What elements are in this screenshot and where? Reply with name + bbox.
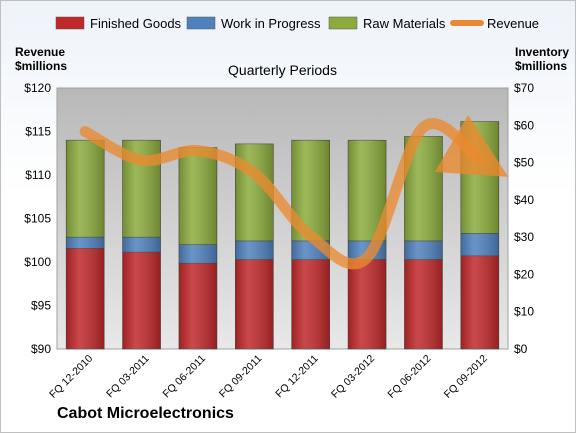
left-tick-label: $95 <box>31 299 51 313</box>
bar-shading <box>460 233 499 256</box>
legend-label: Raw Materials <box>363 16 446 31</box>
x-tick-label: FQ 12-2011 <box>273 353 321 401</box>
bar-shading <box>178 147 217 245</box>
legend-label: Revenue <box>487 16 539 31</box>
right-tick-label: $50 <box>514 156 534 170</box>
right-tick-label: $70 <box>514 81 534 95</box>
left-tick-label: $90 <box>31 342 51 356</box>
revenue-line <box>79 115 509 270</box>
chart-svg: Finished Goods Work in Progress Raw Materi… <box>15 16 569 401</box>
right-tick-label: $0 <box>514 342 528 356</box>
x-tick-label: FQ 09-2011 <box>217 353 265 401</box>
legend-swatch <box>186 16 216 30</box>
bar-shading <box>66 237 105 249</box>
bar-shading <box>235 259 274 349</box>
x-tick-label: FQ 12-2010 <box>47 353 95 401</box>
x-tick-label: FQ 06-2012 <box>385 353 433 401</box>
legend-swatch <box>328 16 358 30</box>
bar-shading <box>348 259 387 349</box>
x-tick-label: FQ 03-2012 <box>329 353 377 401</box>
legend-item: Work in Progress <box>186 16 321 31</box>
left-tick-label: $120 <box>24 81 51 95</box>
chart-subtitle: Quarterly Periods <box>228 62 337 78</box>
legend-item: Revenue <box>450 16 539 31</box>
right-tick-label: $30 <box>514 230 534 244</box>
bar-shading <box>404 259 443 349</box>
right-tick-label: $20 <box>514 267 534 281</box>
bar-shading <box>178 244 217 264</box>
right-tick-label: $40 <box>514 193 534 207</box>
bar-shading <box>122 237 161 253</box>
legend-label: Finished Goods <box>90 16 182 31</box>
left-axis-title: $millions <box>15 59 67 73</box>
bar-shading <box>460 121 499 234</box>
left-tick-label: $115 <box>25 125 51 139</box>
x-tick-label: FQ 06-2011 <box>160 353 208 401</box>
right-axis-title: Inventory <box>515 45 569 59</box>
legend-item: Finished Goods <box>55 16 182 31</box>
left-tick-label: $110 <box>25 168 51 182</box>
right-tick-label: $60 <box>514 118 534 132</box>
company-name: Cabot Microelectronics <box>57 405 234 422</box>
bar-shading <box>291 259 330 349</box>
bar-shading <box>235 240 274 260</box>
x-tick-label: FQ 09-2012 <box>442 353 490 401</box>
legend-label: Work in Progress <box>221 16 321 31</box>
left-axis-title: Revenue <box>15 45 65 59</box>
left-tick-label: $100 <box>24 255 51 269</box>
right-axis-title: $millions <box>515 59 567 73</box>
legend-swatch <box>55 16 85 30</box>
bar-shading <box>460 255 499 349</box>
bar-shading <box>178 263 217 349</box>
bar-shading <box>404 240 443 260</box>
legend-item: Raw Materials <box>328 16 446 31</box>
bar-shading <box>122 252 161 349</box>
bar-shading <box>66 248 105 349</box>
x-tick-label: FQ 03-2011 <box>104 353 152 401</box>
right-tick-label: $10 <box>514 305 534 319</box>
bar-shading <box>66 140 105 238</box>
left-tick-label: $105 <box>24 212 51 226</box>
